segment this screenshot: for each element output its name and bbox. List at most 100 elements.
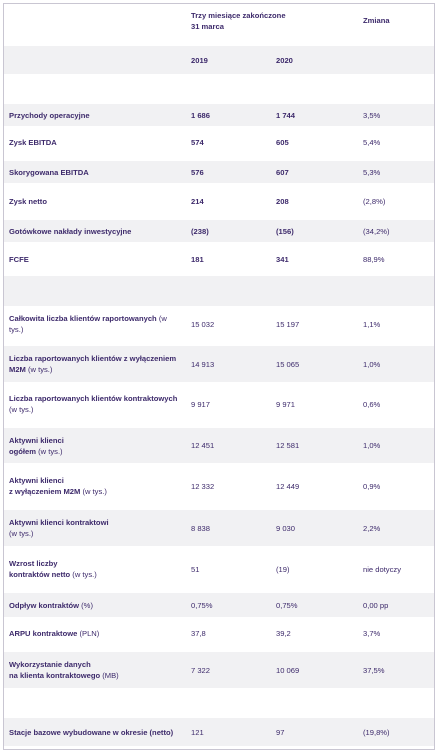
row-label-line1: Wykorzystanie danych bbox=[9, 660, 91, 669]
change-value: (19,8%) bbox=[363, 727, 390, 737]
row-label-line2: z wyłączeniem M2M bbox=[9, 487, 81, 496]
value-2020: 15 197 bbox=[276, 319, 300, 329]
value-2019: 181 bbox=[191, 254, 204, 264]
change-header: Zmiana bbox=[363, 16, 390, 25]
value-2020: 0,75% bbox=[276, 600, 298, 610]
year-2019-header: 2019 bbox=[191, 55, 208, 65]
row-label: Liczba raportowanych klientów z wyłączen… bbox=[9, 346, 181, 382]
table-header: Trzy miesiące zakończone 31 marca Zmiana bbox=[4, 4, 434, 46]
spacer-row bbox=[4, 74, 434, 104]
value-2019: 37,8 bbox=[191, 628, 206, 638]
row-label-line1: Aktywni klienci bbox=[9, 476, 64, 485]
row-label-line2: ogółem bbox=[9, 446, 37, 456]
table-row: Gotówkowe nakłady inwestycyjne (238) (15… bbox=[4, 220, 434, 242]
row-label: Zysk netto bbox=[9, 196, 47, 206]
row-label: Stacje bazowe wybudowane w okresie (nett… bbox=[9, 727, 174, 737]
value-2019: (238) bbox=[191, 226, 209, 236]
change-value: 0,9% bbox=[363, 481, 381, 491]
row-label: Gotówkowe nakłady inwestycyjne bbox=[9, 226, 132, 236]
table-row: Aktywni klienci kontraktowi (w tys.) 8 8… bbox=[4, 510, 434, 546]
value-2020: 605 bbox=[276, 137, 289, 147]
row-label: Aktywni klienci kontraktowi (w tys.) bbox=[9, 510, 181, 546]
row-label-line1: Wzrost liczby bbox=[9, 559, 58, 568]
value-2020: 341 bbox=[276, 254, 289, 264]
table-row: FCFE 181 341 88,9% bbox=[4, 247, 434, 271]
row-unit: (w tys.) bbox=[25, 365, 53, 374]
row-label: Aktywni klienci ogółem (w tys.) bbox=[9, 428, 181, 463]
value-2020: (19) bbox=[276, 564, 290, 574]
value-2020: 607 bbox=[276, 167, 289, 177]
change-value: 0,00 pp bbox=[363, 600, 389, 610]
value-2019: 574 bbox=[191, 137, 204, 147]
table-row: ARPU kontraktowe (PLN) 37,8 39,2 3,7% bbox=[4, 621, 434, 645]
change-value: 0,6% bbox=[363, 399, 381, 409]
value-2019: 214 bbox=[191, 196, 204, 206]
table-row: Wzrost liczby kontraktów netto (w tys.) 5… bbox=[4, 551, 434, 587]
row-unit: (w tys.) bbox=[9, 314, 167, 334]
value-2020: 12 449 bbox=[276, 481, 300, 491]
row-unit: (w tys.) bbox=[9, 405, 34, 414]
value-2020: 12 581 bbox=[276, 441, 300, 450]
row-label-text: Odpływ kontraktów bbox=[9, 600, 80, 610]
row-label-text: Aktywni klienci kontraktowi bbox=[9, 518, 109, 527]
row-label: Aktywni klienci z wyłączeniem M2M (w tys.… bbox=[9, 468, 181, 504]
value-2019: 0,75% bbox=[191, 600, 213, 610]
change-value: 3,7% bbox=[363, 628, 381, 638]
change-value: (34,2%) bbox=[363, 226, 390, 236]
row-unit: (w tys.) bbox=[9, 529, 34, 538]
row-unit: (PLN) bbox=[77, 628, 100, 638]
spacer-row bbox=[4, 276, 434, 306]
year-2020-header: 2020 bbox=[276, 55, 293, 65]
change-value: 1,0% bbox=[363, 359, 381, 369]
change-value: 88,9% bbox=[363, 254, 385, 264]
table-row: Całkowita liczba klientów raportowanych … bbox=[4, 306, 434, 342]
value-2020: 97 bbox=[276, 727, 285, 737]
table-row: Odpływ kontraktów (%) 0,75% 0,75% 0,00 p… bbox=[4, 593, 434, 617]
table-row: Aktywni klienci ogółem (w tys.) 12 451 12… bbox=[4, 428, 434, 463]
table-frame bbox=[3, 3, 435, 750]
row-label: Wykorzystanie danych na klienta kontrakto… bbox=[9, 652, 181, 688]
change-value: 3,5% bbox=[363, 110, 381, 120]
value-2020: 9 030 bbox=[276, 523, 296, 533]
row-label-text: Całkowita liczba klientów raportowanych bbox=[9, 314, 157, 323]
row-unit: (w tys.) bbox=[70, 570, 97, 579]
row-label-text: Liczba raportowanych klientów z wyłączen… bbox=[9, 354, 177, 374]
row-label-text: Liczba raportowanych klientów kontraktow… bbox=[9, 394, 178, 403]
period-header-line2: 31 marca bbox=[191, 22, 224, 31]
row-unit: (%) bbox=[79, 600, 93, 610]
year-header-row: 2019 2020 bbox=[4, 46, 434, 74]
change-value: nie dotyczy bbox=[363, 564, 401, 574]
row-unit: (w tys.) bbox=[36, 446, 63, 456]
value-2019: 51 bbox=[191, 564, 200, 574]
row-label: Odpływ kontraktów (%) bbox=[9, 593, 181, 617]
row-label: Skorygowana EBITDA bbox=[9, 167, 89, 177]
change-value: (2,8%) bbox=[363, 196, 386, 206]
table-row: Zysk netto 214 208 (2,8%) bbox=[4, 189, 434, 213]
spacer-row bbox=[4, 688, 434, 718]
change-value: 37,5% bbox=[363, 665, 385, 675]
value-2020: 39,2 bbox=[276, 628, 291, 638]
period-header-line1: Trzy miesiące zakończone bbox=[191, 11, 286, 20]
value-2019: 12 332 bbox=[191, 481, 215, 491]
row-label-line2: kontraktów netto bbox=[9, 570, 71, 579]
value-2019: 12 451 bbox=[191, 441, 215, 450]
value-2019: 8 838 bbox=[191, 523, 211, 533]
change-value: 5,4% bbox=[363, 137, 381, 147]
value-2020: (156) bbox=[276, 226, 294, 236]
table-row: Aktywni klienci z wyłączeniem M2M (w tys.… bbox=[4, 468, 434, 504]
value-2020: 10 069 bbox=[276, 665, 300, 675]
change-value: 2,2% bbox=[363, 523, 381, 533]
row-label: Wzrost liczby kontraktów netto (w tys.) bbox=[9, 551, 181, 587]
table-row: Liczba raportowanych klientów z wyłączen… bbox=[4, 346, 434, 382]
value-2019: 14 913 bbox=[191, 359, 215, 369]
value-2019: 15 032 bbox=[191, 319, 215, 329]
table-row: Zysk EBITDA 574 605 5,4% bbox=[4, 130, 434, 154]
row-label-text: ARPU kontraktowe bbox=[9, 628, 78, 638]
change-value: 5,3% bbox=[363, 167, 381, 177]
row-label: Całkowita liczba klientów raportowanych … bbox=[9, 306, 181, 342]
row-unit: (MB) bbox=[100, 671, 119, 680]
value-2019: 1 686 bbox=[191, 110, 211, 120]
value-2019: 121 bbox=[191, 727, 204, 737]
change-value: 1,0% bbox=[363, 441, 381, 450]
row-label: Liczba raportowanych klientów kontraktow… bbox=[9, 386, 181, 422]
